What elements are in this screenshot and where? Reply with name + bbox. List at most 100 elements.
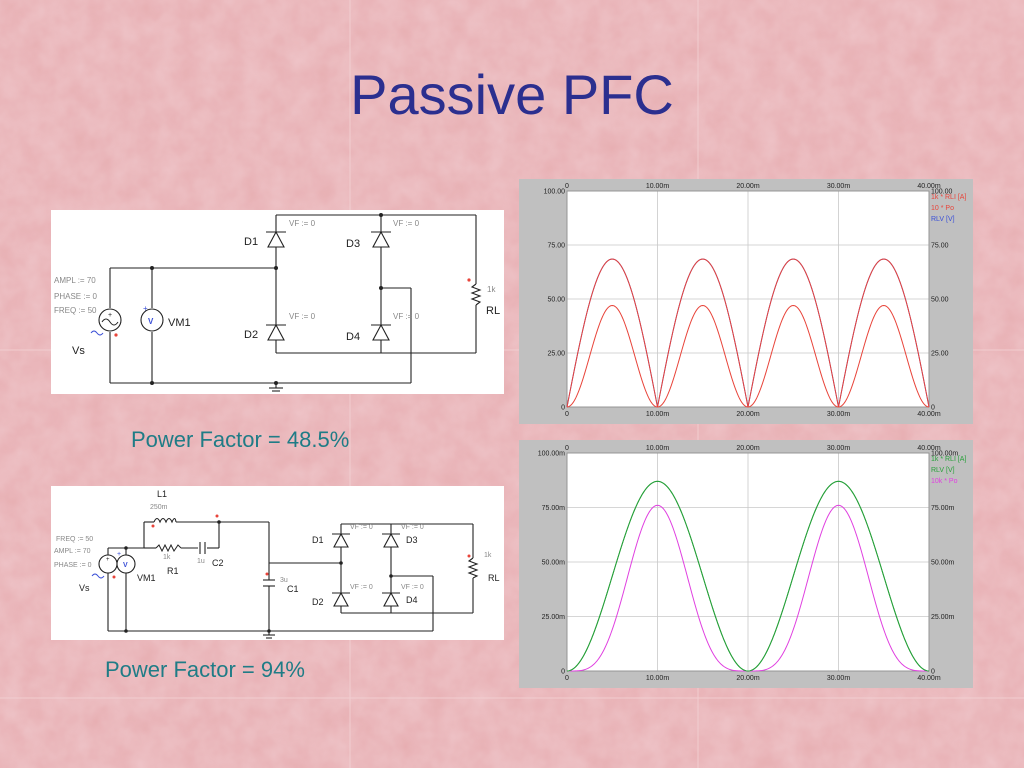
x-tick-label-bottom: 30.00m bbox=[827, 411, 851, 418]
c1-value: 3u bbox=[280, 577, 288, 584]
vf-label-d2: VF := 0 bbox=[289, 312, 316, 321]
inductor-l1-icon bbox=[153, 517, 177, 524]
legend-entry: RLV [V] bbox=[931, 216, 955, 223]
y-tick-label-right: 50.00m bbox=[931, 560, 955, 567]
diode-d4-icon bbox=[372, 323, 390, 341]
diode-d1-icon bbox=[333, 532, 349, 548]
vf-label-d4: VF := 0 bbox=[401, 584, 424, 591]
d2-label: D2 bbox=[244, 329, 258, 341]
slide-title: Passive PFC bbox=[350, 63, 674, 126]
diode-d2-icon bbox=[267, 323, 285, 341]
x-tick-label-top: 30.00m bbox=[827, 445, 851, 452]
x-tick-label-top: 20.00m bbox=[736, 183, 760, 190]
y-tick-label-left: 0 bbox=[561, 405, 565, 412]
y-tick-label-left: 75.00m bbox=[542, 505, 566, 512]
vf-label-d2: VF := 0 bbox=[350, 584, 373, 591]
c1-label: C1 bbox=[287, 584, 299, 594]
waveform-plot-2: 0 0 10.00m 10.00m 20.00m 20.00m 30.00m 30.00m 40… bbox=[519, 440, 973, 688]
series-line bbox=[566, 258, 930, 408]
vf-label-d3: VF := 0 bbox=[401, 524, 424, 531]
waveform-plot-1: 0 0 10.00m 10.00m 20.00m 20.00m 30.00m 30.00m 40… bbox=[519, 179, 973, 424]
y-tick-label-left: 25.00m bbox=[542, 614, 566, 621]
rl-label: RL bbox=[488, 573, 500, 583]
x-tick-label-top: 40.00m bbox=[917, 183, 941, 190]
y-tick-label-right: 25.00m bbox=[931, 614, 955, 621]
circuit-diagram-1: AMPL := 70 PHASE := 0 FREQ := 50 Vs VM1 … bbox=[51, 210, 504, 394]
vf-label-d1: VF := 0 bbox=[350, 524, 373, 531]
series-line bbox=[566, 480, 930, 672]
voltmeter-icon bbox=[140, 308, 164, 332]
ac-wave-icon bbox=[91, 573, 105, 579]
ampl-label: AMPL := 70 bbox=[54, 276, 96, 285]
diode-d1-icon bbox=[267, 230, 285, 248]
vm1-label: VM1 bbox=[168, 317, 191, 329]
d3-label: D3 bbox=[346, 238, 360, 250]
resistor-rl-icon bbox=[467, 557, 479, 579]
x-tick-label-bottom: 20.00m bbox=[736, 675, 760, 682]
x-tick-label-top: 10.00m bbox=[646, 183, 670, 190]
y-tick-label-right: 75.00 bbox=[931, 243, 949, 250]
freq-label: FREQ := 50 bbox=[56, 536, 93, 543]
rl-value: 1k bbox=[484, 552, 492, 559]
resistor-rl-icon bbox=[470, 283, 482, 306]
svg-text:+: + bbox=[143, 304, 148, 313]
d3-label: D3 bbox=[406, 535, 418, 545]
d1-label: D1 bbox=[312, 535, 324, 545]
legend-entry: 1k * RLI [A] bbox=[931, 194, 966, 201]
d1-label: D1 bbox=[244, 236, 258, 248]
vm-symbol: V bbox=[148, 317, 154, 326]
power-factor-1: Power Factor = 48.5% bbox=[131, 427, 350, 452]
d4-label: D4 bbox=[346, 331, 360, 343]
vs-label: Vs bbox=[79, 583, 90, 593]
l1-value: 250m bbox=[150, 504, 168, 511]
svg-text:+: + bbox=[108, 312, 112, 319]
legend-entry: 1k * RLI [A] bbox=[931, 456, 966, 463]
svg-text:+: + bbox=[117, 551, 121, 558]
x-tick-label-bottom: 20.00m bbox=[736, 411, 760, 418]
vf-label-d1: VF := 0 bbox=[289, 219, 316, 228]
circuit-diagram-2: L1 250m 1k R1 1u C2 3u C1 FREQ := 50 AMP… bbox=[51, 486, 504, 640]
x-tick-label-top: 10.00m bbox=[646, 445, 670, 452]
x-tick-label-bottom: 0 bbox=[565, 675, 569, 682]
rl-label: RL bbox=[486, 305, 500, 317]
x-tick-label-bottom: 40.00m bbox=[917, 411, 941, 418]
y-tick-label-right: 50.00 bbox=[931, 297, 949, 304]
y-tick-label-left: 100.00m bbox=[538, 451, 565, 458]
x-tick-label-bottom: 10.00m bbox=[646, 411, 670, 418]
vf-label-d4: VF := 0 bbox=[393, 312, 420, 321]
y-tick-label-left: 75.00 bbox=[547, 243, 565, 250]
x-tick-label-bottom: 40.00m bbox=[917, 675, 941, 682]
y-tick-label-right: 0 bbox=[931, 669, 935, 676]
legend-entry: RLV [V] bbox=[931, 467, 955, 474]
d4-label: D4 bbox=[406, 595, 418, 605]
x-tick-label-bottom: 30.00m bbox=[827, 675, 851, 682]
x-tick-label-top: 20.00m bbox=[736, 445, 760, 452]
x-tick-label-top: 40.00m bbox=[917, 445, 941, 452]
diode-d2-icon bbox=[333, 591, 349, 607]
y-tick-label-right: 0 bbox=[931, 405, 935, 412]
ac-wave-icon bbox=[90, 330, 104, 336]
voltage-source-icon bbox=[98, 308, 122, 332]
freq-label: FREQ := 50 bbox=[54, 306, 97, 315]
y-tick-label-left: 50.00 bbox=[547, 297, 565, 304]
y-tick-label-right: 100.00 bbox=[931, 189, 953, 196]
capacitor-c2-icon bbox=[199, 542, 206, 554]
voltmeter-icon bbox=[116, 554, 136, 574]
y-tick-label-left: 0 bbox=[561, 669, 565, 676]
svg-text:+: + bbox=[106, 557, 110, 563]
vm1-label: VM1 bbox=[137, 573, 156, 583]
diode-d4-icon bbox=[383, 591, 399, 607]
x-tick-label-top: 30.00m bbox=[827, 183, 851, 190]
diode-d3-icon bbox=[383, 532, 399, 548]
legend-entry: 10k * Po bbox=[931, 478, 958, 485]
r1-value: 1k bbox=[163, 554, 171, 561]
y-tick-label-left: 100.00 bbox=[544, 189, 566, 196]
diode-d3-icon bbox=[372, 230, 390, 248]
y-tick-label-left: 25.00 bbox=[547, 351, 565, 358]
l1-label: L1 bbox=[157, 489, 167, 499]
resistor-r1-icon bbox=[155, 543, 182, 553]
x-tick-label-bottom: 0 bbox=[565, 411, 569, 418]
rl-value: 1k bbox=[487, 285, 496, 294]
legend-entry: 10 * Po bbox=[931, 205, 954, 212]
power-factor-2: Power Factor = 94% bbox=[105, 657, 305, 682]
